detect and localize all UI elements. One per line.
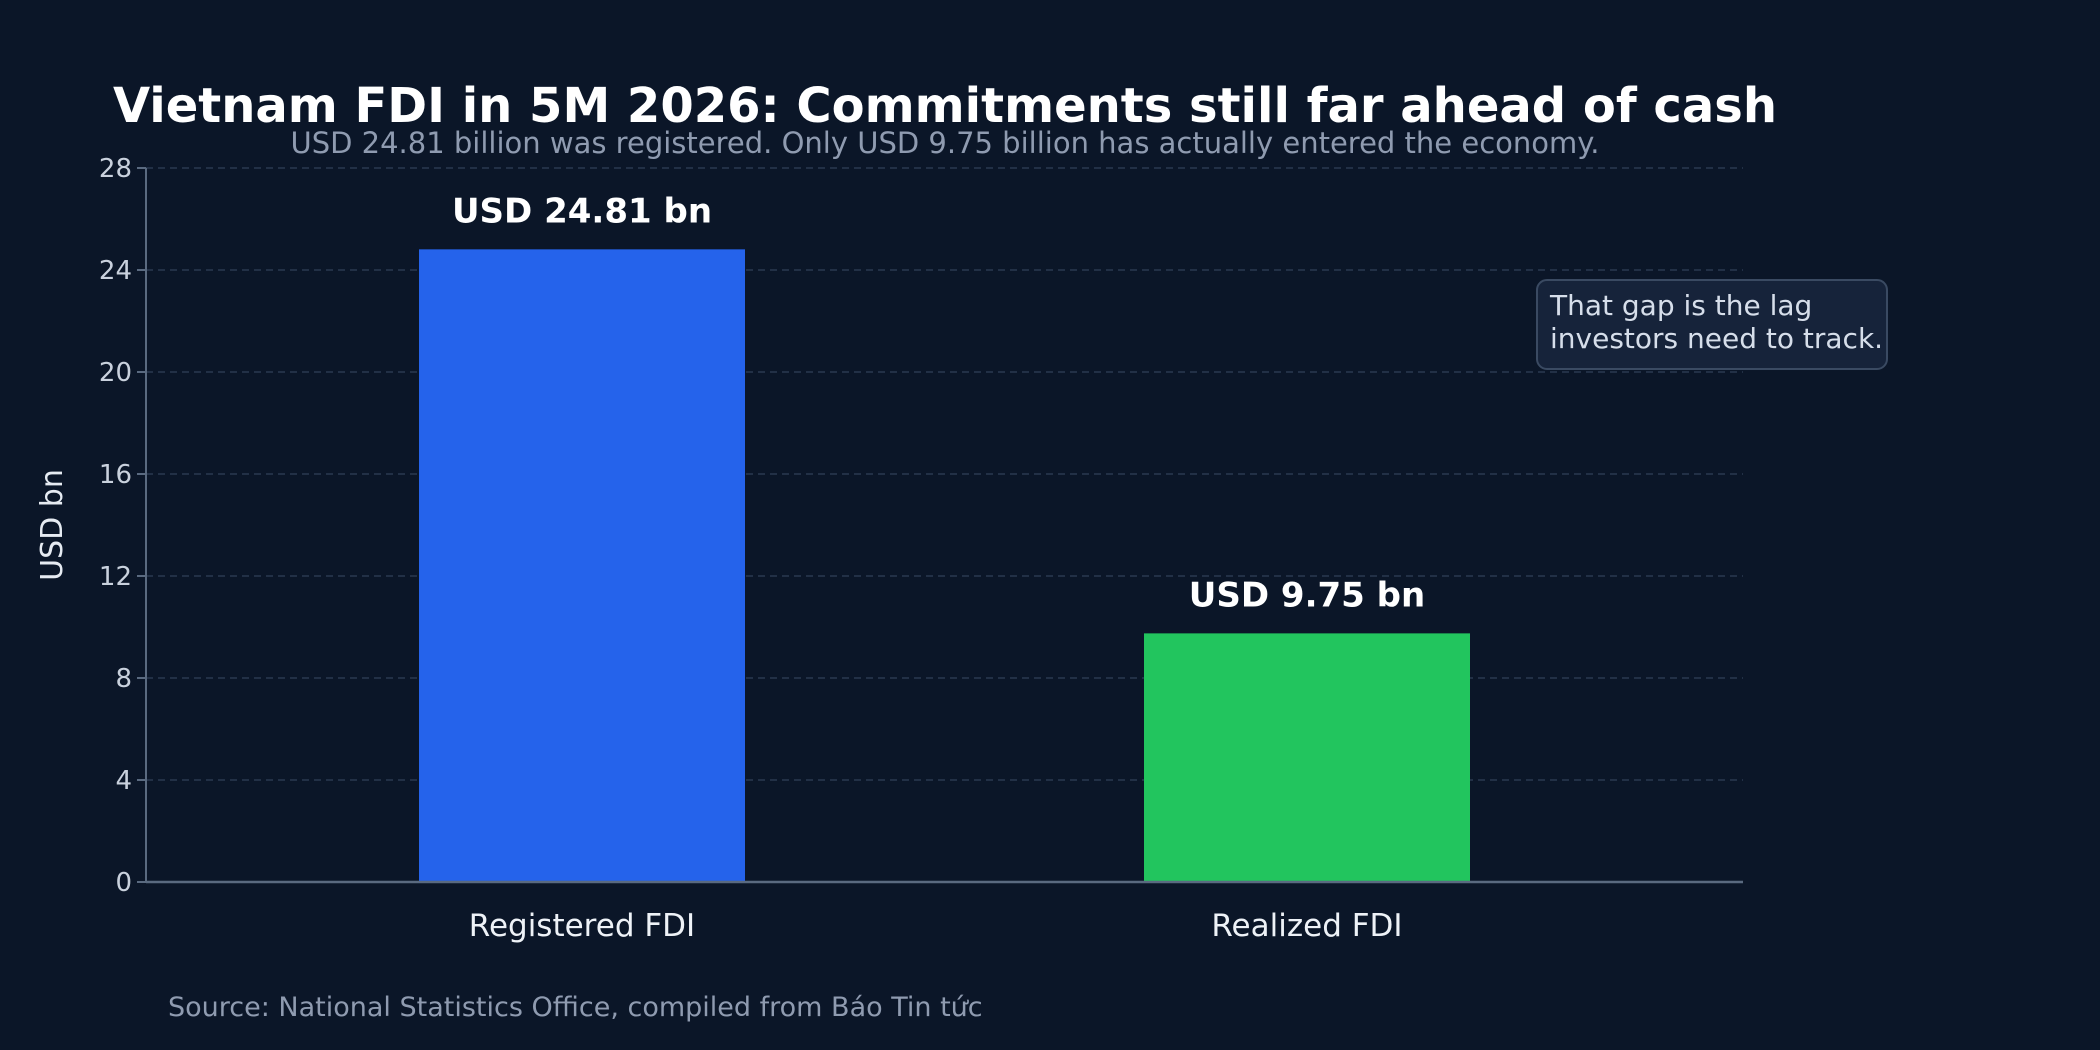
value-label: USD 24.81 bn	[452, 191, 712, 231]
y-axis-label: USD bn	[35, 469, 70, 581]
y-tick-label: 8	[115, 664, 132, 694]
y-tick-label: 24	[99, 256, 132, 286]
annotation-line-1: That gap is the lag	[1549, 289, 1812, 322]
annotation-box: That gap is the lag investors need to tr…	[1536, 279, 1888, 370]
category-labels: Registered FDI Realized FDI	[469, 908, 1403, 944]
y-tick-label: 12	[99, 562, 132, 592]
bars	[419, 249, 1470, 883]
y-tick-label: 28	[99, 154, 132, 184]
category-label: Realized FDI	[1211, 908, 1402, 944]
y-tick-label: 20	[99, 358, 132, 388]
bar-realized-fdi	[1144, 633, 1470, 882]
gridlines	[146, 167, 1743, 781]
annotation-line-2: investors need to track.	[1550, 322, 1883, 355]
bar-registered-fdi	[419, 249, 745, 883]
category-label: Registered FDI	[469, 908, 695, 944]
y-axis-ticks: 0 4 8 12 16 20 24 28	[99, 154, 146, 898]
y-tick-label: 4	[115, 766, 132, 796]
chart-subtitle: USD 24.81 billion was registered. Only U…	[290, 126, 1599, 160]
annotation-background	[1536, 279, 1888, 370]
source-note: Source: National Statistics Office, comp…	[168, 992, 983, 1023]
value-label: USD 9.75 bn	[1189, 575, 1425, 615]
y-tick-label: 16	[99, 460, 132, 490]
value-labels: USD 24.81 bn USD 9.75 bn	[452, 191, 1425, 615]
y-tick-label: 0	[115, 868, 132, 898]
chart-title: Vietnam FDI in 5M 2026: Commitments stil…	[113, 78, 1777, 134]
